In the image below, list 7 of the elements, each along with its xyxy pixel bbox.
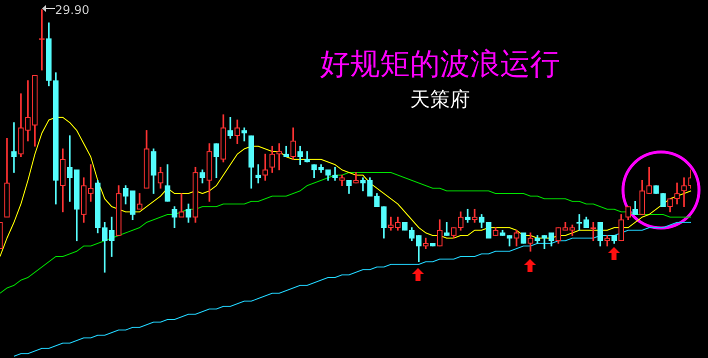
candlestick: [681, 177, 687, 207]
candlestick: [542, 235, 548, 249]
candlestick: [178, 193, 184, 218]
text: 天策府: [409, 86, 471, 113]
text: 好规矩的波浪运行: [319, 46, 561, 84]
candlestick: [11, 122, 17, 173]
annotation: 29.90: [55, 3, 90, 17]
